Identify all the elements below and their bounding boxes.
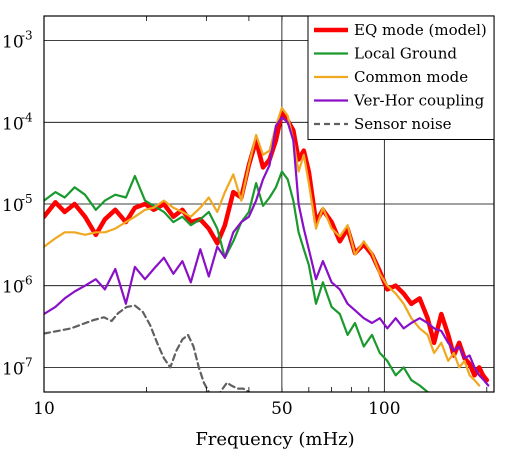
x-axis-label: Frequency (mHz) <box>195 429 354 450</box>
svg-text:-4: -4 <box>21 110 33 124</box>
x-tick-label: 10 <box>33 399 55 419</box>
svg-text:10: 10 <box>2 278 24 298</box>
legend-label: Sensor noise <box>354 115 452 133</box>
series-line-1 <box>44 110 490 383</box>
svg-text:-6: -6 <box>21 274 33 288</box>
svg-text:10: 10 <box>2 359 24 379</box>
svg-text:-3: -3 <box>21 29 33 43</box>
plot-area <box>43 15 495 393</box>
y-tick-label: 10-6 <box>2 274 33 298</box>
svg-text:10: 10 <box>2 196 24 216</box>
series-line-3 <box>44 106 481 387</box>
y-tick-label: 10-4 <box>2 110 33 134</box>
legend-label: EQ mode (model) <box>354 21 487 39</box>
svg-text:10: 10 <box>2 114 24 134</box>
svg-text:10: 10 <box>2 33 24 53</box>
y-tick-label: 10-7 <box>2 355 33 379</box>
x-tick-label: 50 <box>271 399 293 419</box>
y-tick-label: 10-5 <box>2 192 33 216</box>
legend-label: Local Ground <box>354 45 457 63</box>
legend-label: Ver-Hor coupling <box>353 92 485 110</box>
x-tick-label: 100 <box>368 399 400 419</box>
plot-frame <box>43 15 495 393</box>
legend-label: Common mode <box>354 68 468 86</box>
series-line-2 <box>44 170 429 392</box>
svg-text:-7: -7 <box>21 355 33 369</box>
y-tick-label: 10-3 <box>2 29 33 53</box>
legend: EQ mode (model) Local Ground Common mode Ve… <box>307 15 495 140</box>
series-line-5 <box>44 304 250 392</box>
series-line-4 <box>44 116 490 387</box>
svg-text:-5: -5 <box>21 192 33 206</box>
